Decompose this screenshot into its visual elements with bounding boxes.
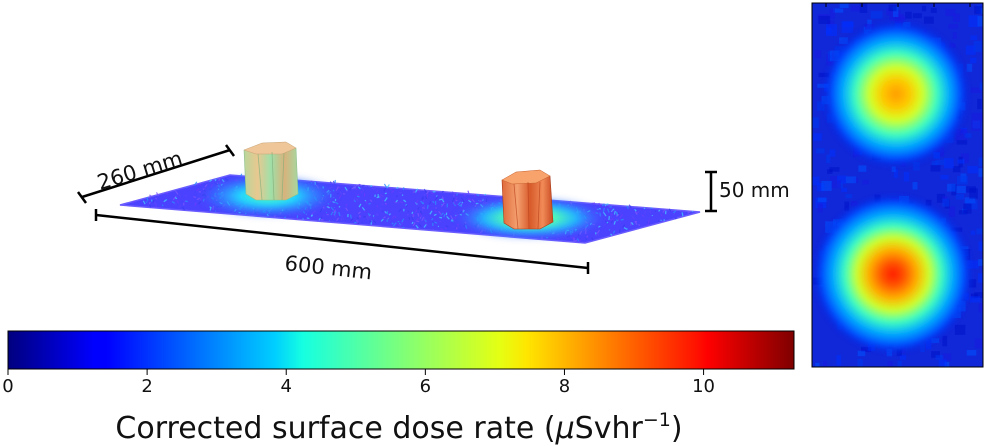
- colorbar: 0 2 4 6 8 10 Corrected surface dose rate (μSv…: [2, 330, 795, 446]
- surface-peak-left: [243, 141, 299, 201]
- map-hotspot-top: [822, 20, 970, 168]
- colorbar-label-suffix: ): [671, 411, 683, 446]
- height-scale-label: 50 mm: [719, 178, 790, 202]
- height-scale-bar: 50 mm: [705, 170, 790, 213]
- width-label: 260 mm: [94, 146, 185, 195]
- colorbar-gradient: [7, 330, 795, 370]
- colorbar-label-prefix: Corrected surface dose rate (: [115, 411, 555, 446]
- colorbar-tick-label: 4: [281, 376, 292, 397]
- colorbar-tick-label: 2: [141, 376, 152, 397]
- colorbar-label-exponent: −1: [643, 409, 671, 431]
- map-ticks: [825, 3, 971, 7]
- colorbar-tick-label: 6: [420, 376, 431, 397]
- colorbar-tick-label: 10: [692, 376, 715, 397]
- colorbar-tick-label: 0: [2, 376, 13, 397]
- surface-peak-right: [501, 169, 554, 230]
- map-hotspot-bottom: [813, 194, 973, 354]
- colorbar-label-unit: Svhr: [575, 411, 644, 446]
- length-label: 600 mm: [283, 251, 373, 284]
- colorbar-label-mu: μ: [555, 411, 575, 446]
- colorbar-tick-label: 8: [559, 376, 570, 397]
- dose-map: [811, 2, 984, 368]
- surface-plot: [119, 141, 701, 244]
- colorbar-ticks: 0 2 4 6 8 10: [2, 369, 715, 397]
- colorbar-label: Corrected surface dose rate (μSvhr−1): [115, 409, 682, 446]
